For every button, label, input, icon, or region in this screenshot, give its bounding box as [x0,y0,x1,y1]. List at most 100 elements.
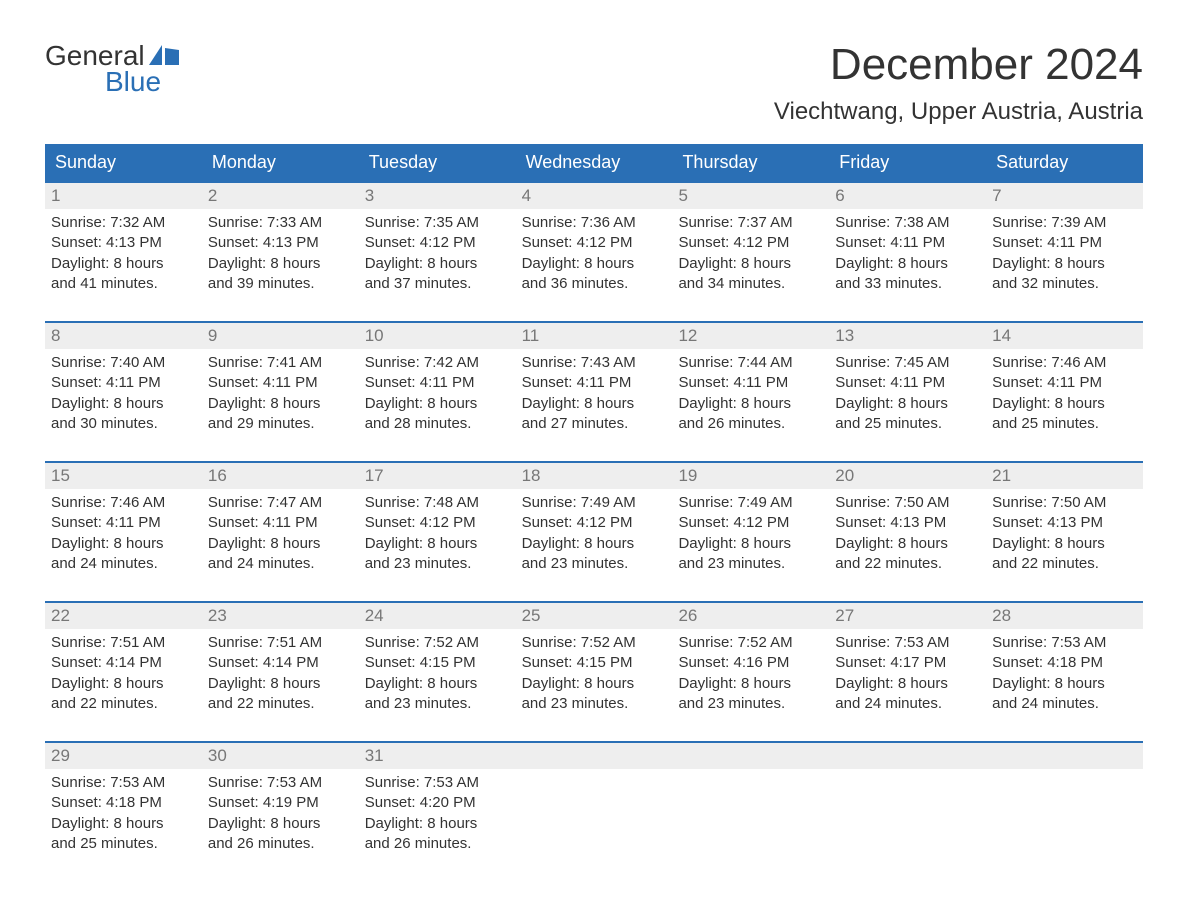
day-d2: and 25 minutes. [51,834,196,854]
day-sunrise: Sunrise: 7:44 AM [678,353,823,373]
day-sunrise: Sunrise: 7:33 AM [208,213,353,233]
day-d1: Daylight: 8 hours [522,254,667,274]
day-d2: and 23 minutes. [678,554,823,574]
day-sunset: Sunset: 4:19 PM [208,793,353,813]
calendar-cell: 27Sunrise: 7:53 AMSunset: 4:17 PMDayligh… [829,603,986,723]
day-body: Sunrise: 7:35 AMSunset: 4:12 PMDaylight:… [359,209,516,294]
logo-text-bottom: Blue [105,66,179,98]
day-body: Sunrise: 7:52 AMSunset: 4:15 PMDaylight:… [359,629,516,714]
day-sunrise: Sunrise: 7:38 AM [835,213,980,233]
day-sunset: Sunset: 4:11 PM [678,373,823,393]
day-d1: Daylight: 8 hours [678,674,823,694]
calendar-cell: 19Sunrise: 7:49 AMSunset: 4:12 PMDayligh… [672,463,829,583]
day-name: Tuesday [359,144,516,181]
day-d1: Daylight: 8 hours [208,674,353,694]
day-sunrise: Sunrise: 7:49 AM [678,493,823,513]
day-number: 30 [202,743,359,769]
day-name: Saturday [986,144,1143,181]
calendar-cell: 13Sunrise: 7:45 AMSunset: 4:11 PMDayligh… [829,323,986,443]
day-sunrise: Sunrise: 7:53 AM [835,633,980,653]
day-name: Sunday [45,144,202,181]
day-sunrise: Sunrise: 7:46 AM [51,493,196,513]
day-sunrise: Sunrise: 7:46 AM [992,353,1137,373]
day-number: 10 [359,323,516,349]
day-sunrise: Sunrise: 7:53 AM [208,773,353,793]
day-d2: and 26 minutes. [365,834,510,854]
calendar-cell: 9Sunrise: 7:41 AMSunset: 4:11 PMDaylight… [202,323,359,443]
calendar-week: 15Sunrise: 7:46 AMSunset: 4:11 PMDayligh… [45,461,1143,583]
calendar-cell [986,743,1143,863]
day-d1: Daylight: 8 hours [835,674,980,694]
calendar-cell: 14Sunrise: 7:46 AMSunset: 4:11 PMDayligh… [986,323,1143,443]
day-d2: and 22 minutes. [992,554,1137,574]
calendar-cell [829,743,986,863]
day-number: 26 [672,603,829,629]
day-body: Sunrise: 7:43 AMSunset: 4:11 PMDaylight:… [516,349,673,434]
calendar-cell: 4Sunrise: 7:36 AMSunset: 4:12 PMDaylight… [516,183,673,303]
day-d2: and 23 minutes. [522,554,667,574]
day-number [986,743,1143,769]
calendar-cell [672,743,829,863]
day-sunset: Sunset: 4:13 PM [208,233,353,253]
calendar-cell: 28Sunrise: 7:53 AMSunset: 4:18 PMDayligh… [986,603,1143,723]
day-number: 22 [45,603,202,629]
day-number: 11 [516,323,673,349]
day-d1: Daylight: 8 hours [365,814,510,834]
calendar-cell: 30Sunrise: 7:53 AMSunset: 4:19 PMDayligh… [202,743,359,863]
day-sunrise: Sunrise: 7:48 AM [365,493,510,513]
day-d2: and 23 minutes. [522,694,667,714]
day-sunrise: Sunrise: 7:51 AM [208,633,353,653]
day-d2: and 30 minutes. [51,414,196,434]
day-sunset: Sunset: 4:18 PM [51,793,196,813]
calendar-cell: 26Sunrise: 7:52 AMSunset: 4:16 PMDayligh… [672,603,829,723]
day-d2: and 33 minutes. [835,274,980,294]
day-d1: Daylight: 8 hours [522,674,667,694]
calendar-cell: 1Sunrise: 7:32 AMSunset: 4:13 PMDaylight… [45,183,202,303]
day-sunrise: Sunrise: 7:35 AM [365,213,510,233]
day-number: 20 [829,463,986,489]
day-sunset: Sunset: 4:11 PM [992,373,1137,393]
day-body: Sunrise: 7:53 AMSunset: 4:17 PMDaylight:… [829,629,986,714]
day-sunset: Sunset: 4:13 PM [835,513,980,533]
day-body: Sunrise: 7:46 AMSunset: 4:11 PMDaylight:… [986,349,1143,434]
day-number: 6 [829,183,986,209]
day-body [986,769,1143,773]
day-body: Sunrise: 7:33 AMSunset: 4:13 PMDaylight:… [202,209,359,294]
day-sunset: Sunset: 4:12 PM [365,513,510,533]
day-number: 27 [829,603,986,629]
day-number: 16 [202,463,359,489]
day-sunset: Sunset: 4:11 PM [992,233,1137,253]
day-body: Sunrise: 7:52 AMSunset: 4:15 PMDaylight:… [516,629,673,714]
day-number: 14 [986,323,1143,349]
day-sunrise: Sunrise: 7:53 AM [365,773,510,793]
day-d2: and 27 minutes. [522,414,667,434]
day-sunset: Sunset: 4:13 PM [992,513,1137,533]
day-d1: Daylight: 8 hours [678,394,823,414]
day-sunset: Sunset: 4:14 PM [208,653,353,673]
day-d1: Daylight: 8 hours [365,394,510,414]
day-d1: Daylight: 8 hours [992,674,1137,694]
day-sunset: Sunset: 4:11 PM [365,373,510,393]
day-sunset: Sunset: 4:20 PM [365,793,510,813]
day-d2: and 24 minutes. [51,554,196,574]
day-d2: and 26 minutes. [208,834,353,854]
day-d1: Daylight: 8 hours [992,394,1137,414]
day-sunrise: Sunrise: 7:40 AM [51,353,196,373]
day-body: Sunrise: 7:40 AMSunset: 4:11 PMDaylight:… [45,349,202,434]
day-body: Sunrise: 7:53 AMSunset: 4:19 PMDaylight:… [202,769,359,854]
day-body: Sunrise: 7:49 AMSunset: 4:12 PMDaylight:… [672,489,829,574]
location-text: Viechtwang, Upper Austria, Austria [774,98,1143,126]
day-d1: Daylight: 8 hours [678,534,823,554]
day-d2: and 29 minutes. [208,414,353,434]
calendar-cell [516,743,673,863]
day-d1: Daylight: 8 hours [365,254,510,274]
page-title: December 2024 [774,40,1143,90]
day-d2: and 32 minutes. [992,274,1137,294]
day-number: 7 [986,183,1143,209]
calendar-cell: 22Sunrise: 7:51 AMSunset: 4:14 PMDayligh… [45,603,202,723]
day-d2: and 23 minutes. [365,554,510,574]
day-sunset: Sunset: 4:14 PM [51,653,196,673]
day-d2: and 24 minutes. [208,554,353,574]
day-sunset: Sunset: 4:12 PM [678,233,823,253]
day-d1: Daylight: 8 hours [51,254,196,274]
